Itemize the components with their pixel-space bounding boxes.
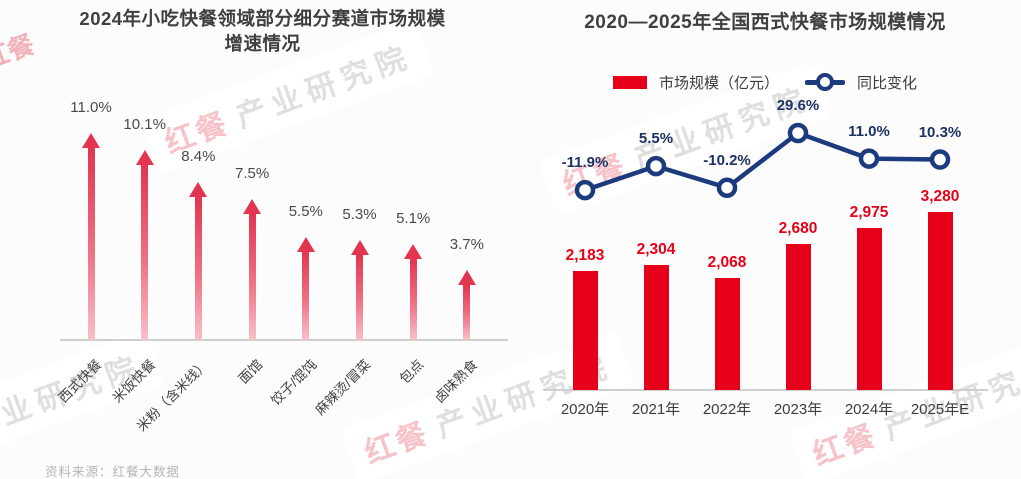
market-size-value-label: 3,280 [920,188,960,205]
market-size-bar [643,265,669,390]
growth-arrow-head-icon [243,199,262,214]
growth-arrow-head-icon [457,270,476,285]
yoy-value-label: -10.2% [703,151,751,169]
line-series-label: 同比变化 [857,74,918,92]
growth-arrow-shaft [409,259,417,340]
right-chart-x-axis [543,389,988,391]
growth-arrow [243,199,262,340]
growth-arrow [296,237,315,340]
left-chart-title: 2024年小吃快餐领域部分细分赛道市场规模 增速情况 [15,6,510,56]
growth-arrow-shaft [194,197,202,340]
year-label: 2025年E [910,401,970,418]
growth-arrow-head-icon [296,237,315,252]
yoy-value-label: 10.3% [918,123,962,141]
market-size-value-label: 2,304 [636,241,676,258]
growth-value-label: 3.7% [449,236,484,253]
left-chart-title-line2: 增速情况 [224,33,301,54]
market-size-bar [714,278,740,390]
market-size-value-label: 2,183 [565,247,605,264]
yoy-value-label: 5.5% [638,130,674,148]
yoy-value-label: 29.6% [776,97,820,114]
line-series-marker-icon [805,73,845,91]
market-size-value-label: 2,680 [778,220,818,237]
year-label: 2022年 [702,401,752,418]
growth-arrow-head-icon [350,240,369,255]
growth-arrow-head-icon [82,133,100,148]
market-size-value-label: 2,975 [849,204,889,221]
growth-value-label: 8.4% [181,148,216,165]
yoy-value-label: -11.9% [561,154,609,172]
growth-arrow [135,150,154,340]
growth-value-label: 10.1% [123,116,166,133]
growth-arrow-head-icon [135,150,154,165]
growth-arrow-shaft [87,148,95,340]
market-size-value-label: 2,068 [707,254,747,271]
growth-arrow [189,182,208,340]
growth-value-label: 5.5% [288,203,323,220]
growth-arrow-head-icon [189,182,208,197]
growth-value-label: 11.0% [70,99,112,116]
growth-value-label: 5.1% [396,210,431,227]
growth-arrow-shaft [302,252,310,340]
left-chart-x-axis [60,339,508,341]
growth-arrow-shaft [356,255,363,340]
year-label: 2024年 [844,401,894,418]
growth-arrow-head-icon [404,244,423,259]
left-chart-title-line1: 2024年小吃快餐领域部分细分赛道市场规模 [79,8,446,29]
year-label: 2021年 [631,401,681,418]
market-size-bar [785,244,811,390]
growth-arrow [457,270,476,340]
growth-arrow-shaft [463,285,471,340]
market-size-bar [927,212,953,390]
bar-series-swatch [612,75,647,89]
growth-arrow-shaft [248,214,256,340]
growth-arrow [350,240,369,340]
growth-value-label: 5.3% [342,206,377,223]
line-series-dot-icon [816,73,834,91]
year-label: 2023年 [773,401,823,418]
bar-series-label: 市场规模（亿元） [658,74,779,92]
year-label: 2020年 [560,401,610,418]
source-note: 资料来源：红餐大数据 [45,465,181,479]
market-size-bar [572,271,598,390]
growth-arrow-shaft [141,165,149,340]
growth-arrow [404,244,423,340]
growth-arrow [82,133,100,340]
right-chart-title: 2020—2025年全国西式快餐市场规模情况 [584,12,946,33]
market-size-bar [856,228,882,390]
growth-value-label: 7.5% [234,165,270,182]
right-chart-legend: 市场规模（亿元） 同比变化 [530,71,1000,93]
